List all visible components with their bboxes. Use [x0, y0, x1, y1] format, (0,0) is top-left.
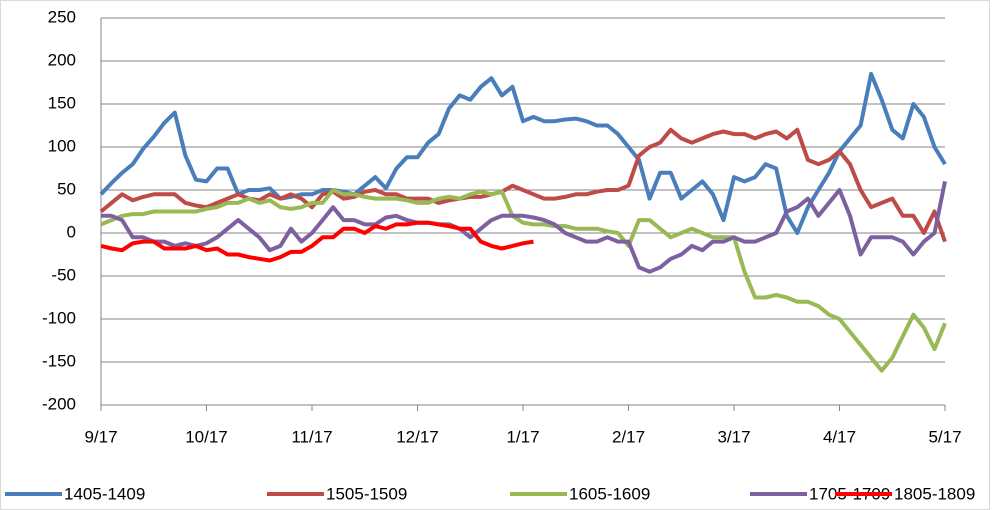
x-tick-label: 11/17 [291, 427, 332, 446]
x-tick-label: 1/17 [506, 427, 539, 446]
y-tick-label: -100 [42, 308, 76, 327]
legend-label: 1605-1609 [569, 484, 650, 503]
x-tick-label: 2/17 [612, 427, 645, 446]
y-tick-label: 250 [48, 7, 76, 26]
x-tick-label: 5/17 [928, 427, 961, 446]
legend-label: 1505-1509 [326, 484, 407, 503]
x-tick-label: 4/17 [823, 427, 856, 446]
x-tick-label: 9/17 [84, 427, 117, 446]
series-line [99, 127, 947, 243]
series-line [99, 71, 947, 235]
legend-label: 1405-1409 [64, 484, 145, 503]
legend-label: 1805-1809 [894, 484, 975, 503]
series-line [100, 188, 947, 373]
y-tick-label: -200 [42, 394, 76, 413]
y-tick-label: 50 [57, 179, 76, 198]
x-tick-label: 10/17 [185, 427, 228, 446]
series-line [101, 181, 947, 274]
y-tick-label: -150 [42, 351, 76, 370]
y-tick-label: 0 [67, 222, 76, 241]
x-tick-label: 12/17 [396, 427, 439, 446]
x-tick-label: 3/17 [717, 427, 750, 446]
y-tick-label: -50 [51, 265, 76, 284]
y-tick-label: 150 [48, 93, 76, 112]
y-tick-label: 200 [48, 50, 76, 69]
y-tick-label: 100 [48, 136, 76, 155]
series-line [100, 220, 534, 263]
